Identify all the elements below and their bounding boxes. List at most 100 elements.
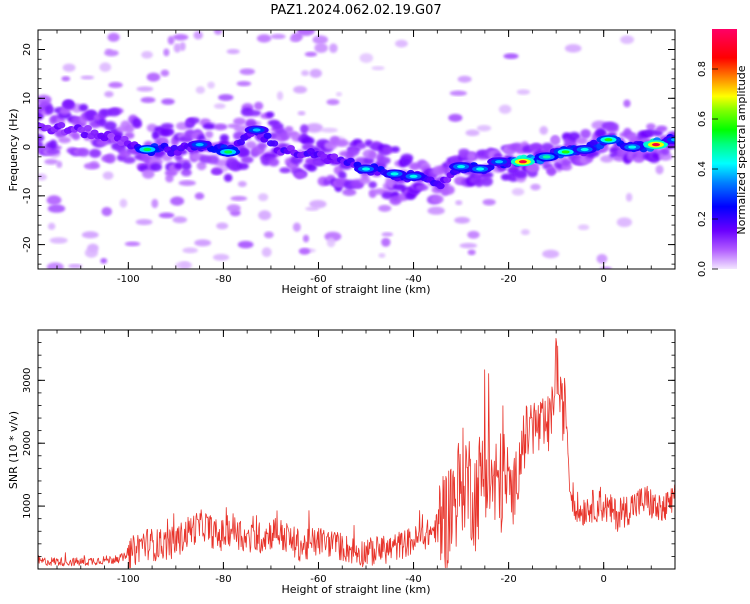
heatmap-cell: [335, 139, 349, 147]
heatmap-cell: [212, 253, 230, 261]
heatmap-peak-core: [390, 172, 399, 176]
heatmap-cell: [337, 171, 347, 180]
heatmap-cell: [644, 129, 656, 136]
y-tick-label: 20: [22, 43, 33, 56]
figure-title: PAZ1.2024.062.02.19.G07: [270, 3, 441, 18]
heatmap-cell: [401, 157, 412, 167]
heatmap-cell: [359, 53, 374, 63]
heatmap-cell: [196, 161, 207, 171]
heatmap-cell: [482, 198, 496, 206]
heatmap-cell: [218, 94, 234, 101]
heatmap-cell: [297, 30, 315, 36]
heatmap-cell: [575, 137, 588, 145]
heatmap-peak-core: [628, 145, 637, 149]
y-tick-label: 10: [22, 92, 33, 105]
heatmap-peak-core: [409, 174, 418, 178]
heatmap-cell: [359, 176, 371, 185]
heatmap-cell: [320, 127, 338, 133]
heatmap-cell: [194, 192, 205, 200]
heatmap-cell: [79, 103, 89, 112]
heatmap-cell: [99, 62, 112, 72]
heatmap-cell: [202, 123, 216, 130]
heatmap-cell: [236, 81, 252, 87]
colorbar-label: Normalized spectral amplitude: [735, 65, 748, 234]
heatmap-cell: [381, 237, 391, 247]
heatmap-cell: [550, 135, 561, 146]
heatmap-cell: [382, 145, 394, 155]
heatmap-cell: [100, 257, 108, 264]
x-tick-label: -40: [405, 274, 421, 285]
heatmap-cell: [297, 110, 306, 116]
heatmap-cell: [172, 34, 189, 41]
heatmap-cell: [309, 68, 322, 78]
snr-series-line: [38, 337, 675, 569]
heatmap-cell: [57, 122, 66, 129]
heatmap-cell: [83, 125, 92, 132]
heatmap-cell: [122, 156, 136, 164]
heatmap-cell: [459, 242, 478, 249]
heatmap-cell: [415, 184, 429, 191]
heatmap-cell: [193, 31, 203, 40]
heatmap-peak-core: [362, 167, 371, 171]
heatmap-cell: [240, 156, 254, 164]
heatmap-cell: [616, 217, 633, 228]
heatmap-cell: [427, 206, 445, 215]
x-tick-label: 0: [601, 574, 607, 585]
heatmap-cell: [448, 113, 463, 122]
heatmap-cell: [314, 43, 328, 53]
heatmap-cell: [660, 147, 671, 156]
heatmap-cell: [188, 117, 200, 124]
heatmap-cell: [284, 126, 294, 133]
x-tick-label: -20: [500, 274, 516, 285]
heatmap-cell: [293, 85, 308, 94]
heatmap-peak-core: [518, 160, 527, 164]
heatmap-cell: [167, 150, 176, 157]
heatmap-cell: [542, 249, 560, 259]
heatmap-cell: [443, 176, 452, 183]
heatmap-peak-core: [651, 143, 660, 147]
y-tick-label: 0: [22, 144, 33, 150]
heatmap-cell: [263, 132, 272, 139]
heatmap-cell: [541, 142, 554, 152]
heatmap-cell: [172, 216, 188, 224]
spectrogram-ridge: [38, 122, 675, 190]
heatmap-cell: [431, 194, 444, 204]
x-tick-label: -60: [310, 274, 326, 285]
heatmap-peak-core: [457, 164, 466, 169]
heatmap-cell: [182, 247, 198, 254]
colorbar-ticks: 0.0 0.2 0.4 0.6 0.8: [697, 61, 718, 277]
snr-y-label: SNR (10 * v/v): [7, 411, 20, 489]
heatmap-cell: [88, 148, 102, 158]
spectrogram-y-axis: -20 -10 0 10 20: [22, 29, 675, 265]
heatmap-cell: [368, 181, 377, 189]
y-tick-label: 3000: [22, 368, 33, 393]
heatmap-cell: [465, 129, 480, 137]
heatmap-cell: [561, 159, 572, 166]
heatmap-cell: [623, 99, 631, 108]
heatmap-cell: [38, 173, 47, 181]
heatmap-cell: [271, 122, 284, 131]
heatmap-cell: [77, 148, 90, 157]
heatmap-cell: [223, 173, 233, 182]
heatmap-cell: [213, 123, 228, 131]
heatmap-cell: [211, 168, 223, 175]
heatmap-cell: [658, 152, 673, 161]
heatmap-cell: [104, 91, 114, 98]
heatmap-cell: [514, 169, 528, 179]
colorbar-tick-label: 0.8: [697, 61, 708, 77]
heatmap-cell: [293, 171, 307, 179]
heatmap-cell: [253, 101, 264, 111]
heatmap-cell: [151, 198, 159, 209]
heatmap-cell: [174, 154, 183, 162]
heatmap-cell: [108, 81, 123, 89]
heatmap-cell: [239, 68, 255, 75]
heatmap-cell: [301, 70, 310, 77]
y-tick-label: -20: [22, 236, 33, 252]
y-tick-label: 2000: [22, 430, 33, 455]
heatmap-cell: [356, 142, 367, 150]
snr-plot-area: [38, 330, 675, 569]
heatmap-cell: [181, 161, 192, 171]
heatmap-cell: [467, 152, 476, 161]
heatmap-cell: [62, 99, 75, 110]
heatmap-cell: [81, 231, 99, 239]
